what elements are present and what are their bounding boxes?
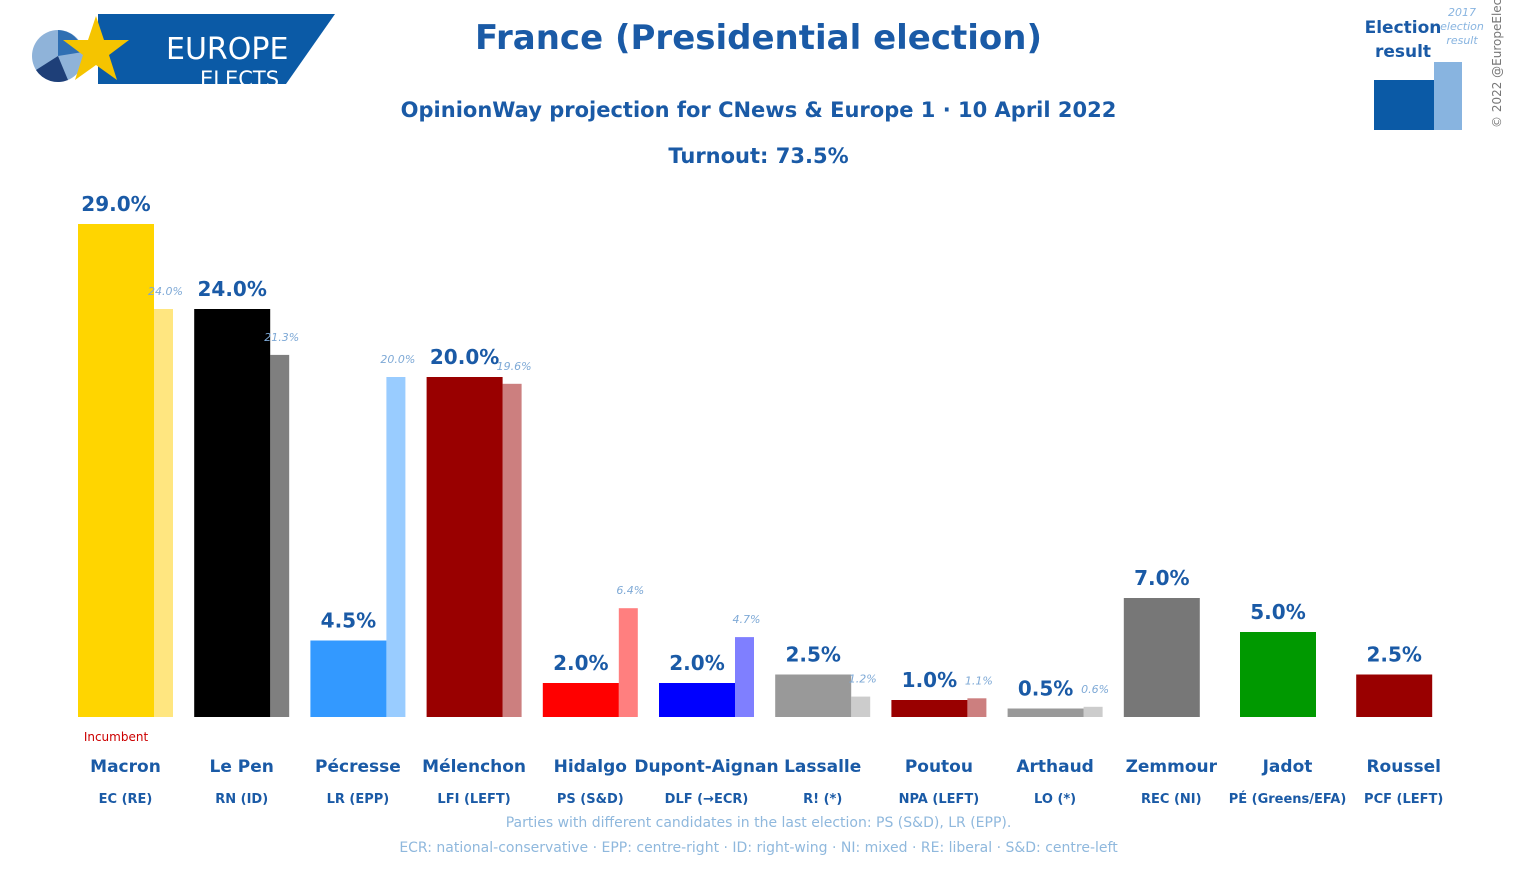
candidate-name: Lassalle [784,757,861,777]
data-label-result: 29.0% [81,192,150,216]
legend-label-current: Election result [1364,18,1442,62]
party-label: LO (*) [1034,792,1076,807]
logo-banner [98,14,335,84]
party-label: REC (NI) [1141,792,1202,807]
data-label-result: 24.0% [198,277,267,301]
data-label-result: 0.5% [1018,677,1073,701]
bar-result-5 [659,683,735,717]
party-label: R! (*) [803,792,842,807]
candidate-name: Roussel [1366,757,1440,777]
bar-result-9 [1123,598,1200,717]
data-label-result: 1.0% [902,668,957,692]
legend-swatch-previous [1434,62,1462,130]
data-label-2017: 20.0% [380,353,415,366]
logo-text-elects: ELECTS [200,67,280,91]
bar-result-6 [775,674,852,717]
candidate-name: Arthaud [1016,757,1094,777]
bar-result-7 [891,700,968,717]
data-label-2017: 4.7% [733,613,761,626]
bar-result-2 [310,640,387,717]
data-label-result: 2.0% [553,651,608,675]
data-label-result: 20.0% [430,345,499,369]
bar-2017-2 [386,377,406,717]
footnote-groups: ECR: national-conservative · EPP: centre… [399,840,1118,856]
party-label: DLF (→ECR) [665,792,749,807]
turnout-label: Turnout: 73.5% [668,144,849,168]
logo-pie-slice-2 [36,56,68,83]
bar-result-3 [426,377,503,717]
bar-2017-8 [1083,706,1103,717]
bar-2017-7 [967,698,987,717]
party-label: NPA (LEFT) [899,792,980,807]
legend-label-previous: 2017 election result [1440,6,1484,47]
bar-2017-6 [851,696,871,717]
bar-2017-5 [735,637,754,717]
party-label: LFI (LEFT) [437,792,510,807]
data-label-2017: 1.1% [965,674,993,687]
bar-2017-3 [502,383,522,717]
chart-legend: Election result 2017 election result [1360,6,1500,130]
bar-2017-1 [270,354,290,717]
bar-result-11 [1356,674,1433,717]
bar-result-8 [1007,708,1084,717]
chart-subtitle: OpinionWay projection for CNews & Europe… [400,98,1117,122]
candidate-name: Jadot [1262,757,1313,777]
bar-result-1 [194,309,271,717]
logo-text-europe: EUROPE [166,32,289,67]
data-label-result: 5.0% [1250,600,1305,624]
data-label-2017: 0.6% [1081,683,1109,696]
candidate-name: Poutou [905,757,973,777]
candidate-name: Zemmour [1126,757,1218,777]
bar-2017-4 [618,608,638,717]
europe-elects-logo: EUROPE ELECTS [28,14,338,91]
logo-star-icon [63,16,129,80]
data-label-result: 2.0% [669,651,724,675]
data-label-2017: 1.2% [849,673,877,686]
candidate-name: Le Pen [210,757,274,777]
footnote-parties: Parties with different candidates in the… [505,815,1012,831]
incumbent-note: Incumbent [84,730,149,744]
data-label-result: 2.5% [1366,643,1421,667]
candidate-name: Mélenchon [422,757,526,777]
candidate-name: Macron [90,757,161,777]
party-label: LR (EPP) [327,792,390,807]
party-label: PÉ (Greens/EFA) [1229,791,1347,807]
data-label-2017: 24.0% [148,285,183,298]
logo-graphic [32,14,335,84]
party-label: RN (ID) [215,792,268,807]
candidate-name: Dupont-Aignan [634,757,778,777]
data-label-2017: 6.4% [616,584,644,597]
party-label: PS (S&D) [557,792,624,807]
bar-result-0 [78,224,154,717]
data-label-2017: 19.6% [497,360,532,373]
candidate-name: Hidalgo [554,757,627,777]
data-label-result: 2.5% [785,643,840,667]
bar-2017-0 [154,309,173,717]
bar-result-4 [542,683,619,717]
party-label: EC (RE) [99,792,153,807]
data-label-2017: 21.3% [264,331,299,344]
bar-result-10 [1240,632,1316,717]
legend-swatch-current [1374,80,1434,130]
chart-title: France (Presidential election) [474,18,1043,58]
data-label-result: 7.0% [1134,566,1189,590]
candidate-name: Pécresse [315,757,401,777]
party-label: PCF (LEFT) [1364,792,1443,807]
data-label-result: 4.5% [321,609,376,633]
